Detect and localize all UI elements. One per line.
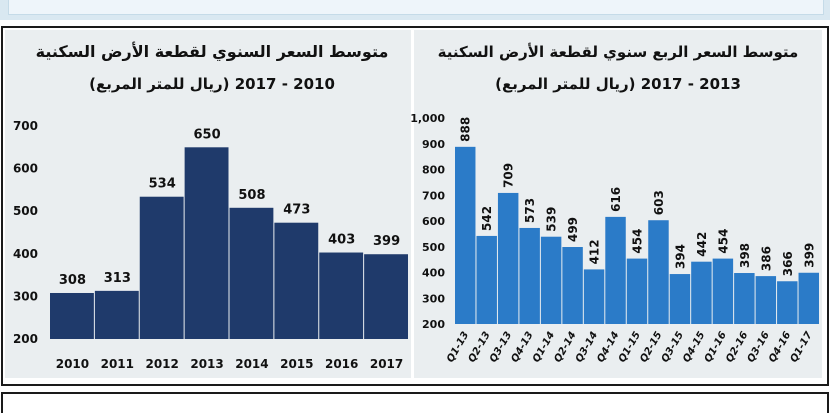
data-label: 442	[695, 232, 709, 257]
bar	[364, 254, 408, 339]
bar	[777, 281, 798, 324]
quarterly-chart-title: متوسط السعر الربع سنوي لقطعة الأرض السكن…	[438, 43, 799, 62]
data-label: 616	[609, 187, 623, 212]
data-label: 308	[59, 273, 86, 288]
bar	[712, 258, 734, 324]
bar	[691, 261, 712, 324]
y-tick-label: 500	[13, 204, 38, 218]
data-label: 412	[588, 239, 602, 264]
bar	[540, 236, 562, 324]
data-label: 454	[716, 229, 730, 254]
bar	[562, 247, 583, 324]
data-label: 399	[802, 243, 816, 268]
data-label: 313	[104, 271, 131, 286]
y-tick-label: 1,000	[410, 112, 445, 125]
y-tick-label: 600	[13, 162, 38, 176]
bar	[734, 273, 755, 324]
data-label: 508	[238, 188, 265, 203]
data-label: 573	[523, 198, 537, 223]
bar	[229, 207, 274, 339]
y-tick-label: 700	[422, 189, 445, 202]
quarterly-chart-subtitle: (ريال للمتر المربع) 2013 - 2017	[495, 75, 741, 93]
panel-divider	[411, 30, 413, 378]
bottom-strip	[1, 392, 829, 413]
bar	[184, 147, 229, 339]
y-tick-label: 400	[422, 267, 445, 280]
bar	[755, 276, 777, 324]
x-tick-label: 2015	[280, 357, 313, 371]
data-label: 403	[328, 233, 355, 248]
bar	[497, 192, 519, 324]
data-label: 542	[480, 206, 494, 231]
x-tick-label: 2017	[370, 357, 403, 371]
bar	[626, 258, 648, 324]
data-label: 650	[193, 127, 220, 142]
bar	[274, 222, 319, 339]
bar	[648, 220, 669, 324]
y-tick-label: 200	[422, 318, 445, 331]
bar	[94, 290, 139, 339]
bar	[798, 272, 819, 324]
x-tick-label: 2012	[145, 357, 178, 371]
y-tick-label: 500	[422, 241, 445, 254]
bar	[50, 292, 94, 339]
y-tick-label: 400	[13, 247, 38, 261]
annual-chart-title: متوسط السعر السنوي لقطعة الأرض السكنية	[36, 42, 389, 62]
data-label: 399	[373, 234, 400, 249]
data-label: 709	[502, 163, 516, 188]
data-label: 534	[149, 177, 176, 192]
data-label: 499	[566, 217, 580, 242]
x-tick-label: 2013	[190, 357, 223, 371]
bar	[319, 252, 364, 339]
bar	[455, 146, 476, 324]
data-label: 398	[738, 243, 752, 268]
y-tick-label: 600	[422, 215, 445, 228]
data-label: 366	[781, 251, 795, 276]
bar	[476, 235, 497, 324]
y-tick-label: 200	[13, 332, 38, 346]
data-label: 386	[759, 246, 773, 271]
y-tick-label: 700	[13, 119, 38, 133]
data-label: 394	[673, 244, 687, 269]
annual-chart-subtitle: (ريال للمتر المربع) 2010 - 2017	[89, 75, 335, 93]
bar	[669, 274, 691, 324]
bar	[605, 216, 626, 324]
top-strip	[0, 0, 830, 20]
y-tick-label: 900	[422, 138, 445, 151]
x-tick-label: 2011	[101, 357, 134, 371]
data-label: 473	[283, 203, 310, 218]
y-tick-label: 800	[422, 164, 445, 177]
y-tick-label: 300	[13, 289, 38, 303]
x-tick-label: 2016	[325, 357, 358, 371]
x-tick-label: 2010	[56, 357, 89, 371]
top-strip-inner	[8, 0, 824, 15]
data-label: 603	[652, 190, 666, 215]
bar	[583, 269, 605, 324]
x-tick-label: 2014	[235, 357, 268, 371]
bar	[519, 227, 540, 324]
data-label: 888	[459, 117, 473, 142]
data-label: 454	[631, 229, 645, 254]
bar	[139, 196, 184, 339]
y-tick-label: 300	[422, 292, 445, 305]
data-label: 539	[545, 207, 559, 232]
